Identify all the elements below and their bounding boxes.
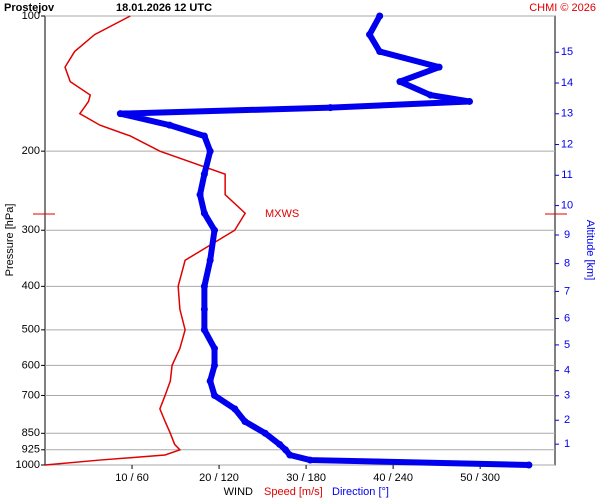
direction-point [211,344,219,352]
y2-tick-label: 11 [561,169,572,181]
y-tick-label: 200 [22,145,40,157]
direction-point [231,405,239,413]
y-tick-label: 400 [22,280,40,292]
direction-point [206,256,214,264]
direction-point [200,170,208,178]
y2-tick-label: 3 [564,390,570,402]
y2-tick-label: 6 [564,312,570,324]
y-tick-label: 300 [22,224,40,236]
x-axis-label: WIND [224,486,253,498]
chart-title: Prostejov [4,2,55,14]
direction-point [116,110,124,118]
direction-point [426,91,434,99]
direction-point [211,391,219,399]
x-tick-label: 10 / 60 [115,472,149,484]
direction-point [435,63,443,71]
y2-tick-label: 9 [564,229,570,241]
x-tick-label: 30 / 180 [286,472,326,484]
direction-point [200,326,208,334]
direction-point [376,48,384,56]
y-tick-label: 700 [22,389,40,401]
y-axis-label: Pressure [hPa] [4,204,16,277]
direction-point [282,446,290,454]
direction-point [466,97,474,105]
x-tick-label: 40 / 240 [373,472,413,484]
x-tick-label: 50 / 300 [460,472,500,484]
credit: CHMI © 2026 [529,2,596,14]
direction-point [376,12,384,20]
y2-tick-label: 2 [564,414,570,426]
direction-point [200,282,208,290]
y2-tick-label: 5 [564,339,570,351]
y2-tick-label: 15 [561,46,573,58]
y2-tick-label: 13 [561,108,573,120]
direction-point [396,78,404,86]
y2-tick-label: 7 [564,285,570,297]
y-tick-label: 100 [22,10,40,22]
legend-speed: Speed [m/s] [264,486,323,498]
direction-point [525,461,533,469]
direction-point [241,417,249,425]
direction-point [200,132,208,140]
y2-tick-label: 8 [564,258,570,270]
direction-point [211,226,219,234]
y2-tick-label: 12 [561,138,573,150]
direction-point [200,305,208,313]
direction-point [366,31,374,39]
direction-point [200,209,208,217]
direction-point [211,361,219,369]
y2-tick-label: 14 [561,77,573,89]
y2-axis-label: Altitude [km] [584,220,596,281]
direction-point [306,456,314,464]
direction-point [276,440,284,448]
y-tick-label: 500 [22,324,40,336]
legend-direction: Direction [°] [332,486,389,498]
y2-tick-label: 10 [561,199,573,211]
direction-point [206,147,214,155]
x-tick-label: 20 / 120 [199,472,239,484]
direction-point [326,104,334,112]
y2-tick-label: 4 [564,365,570,377]
direction-point [286,451,294,459]
direction-point [261,429,269,437]
y-tick-label: 925 [22,444,40,456]
y-tick-label: 1000 [16,459,40,471]
chart-subtitle: 18.01.2026 12 UTC [116,2,212,14]
plot-frame [44,15,556,466]
direction-line [117,13,532,468]
y2-tick-label: 1 [564,438,570,450]
direction-point [196,191,204,199]
direction-point [166,121,174,129]
direction-point [206,377,214,385]
y-tick-label: 850 [22,427,40,439]
y-tick-label: 600 [22,359,40,371]
annotation-label: MXWS [265,208,299,220]
